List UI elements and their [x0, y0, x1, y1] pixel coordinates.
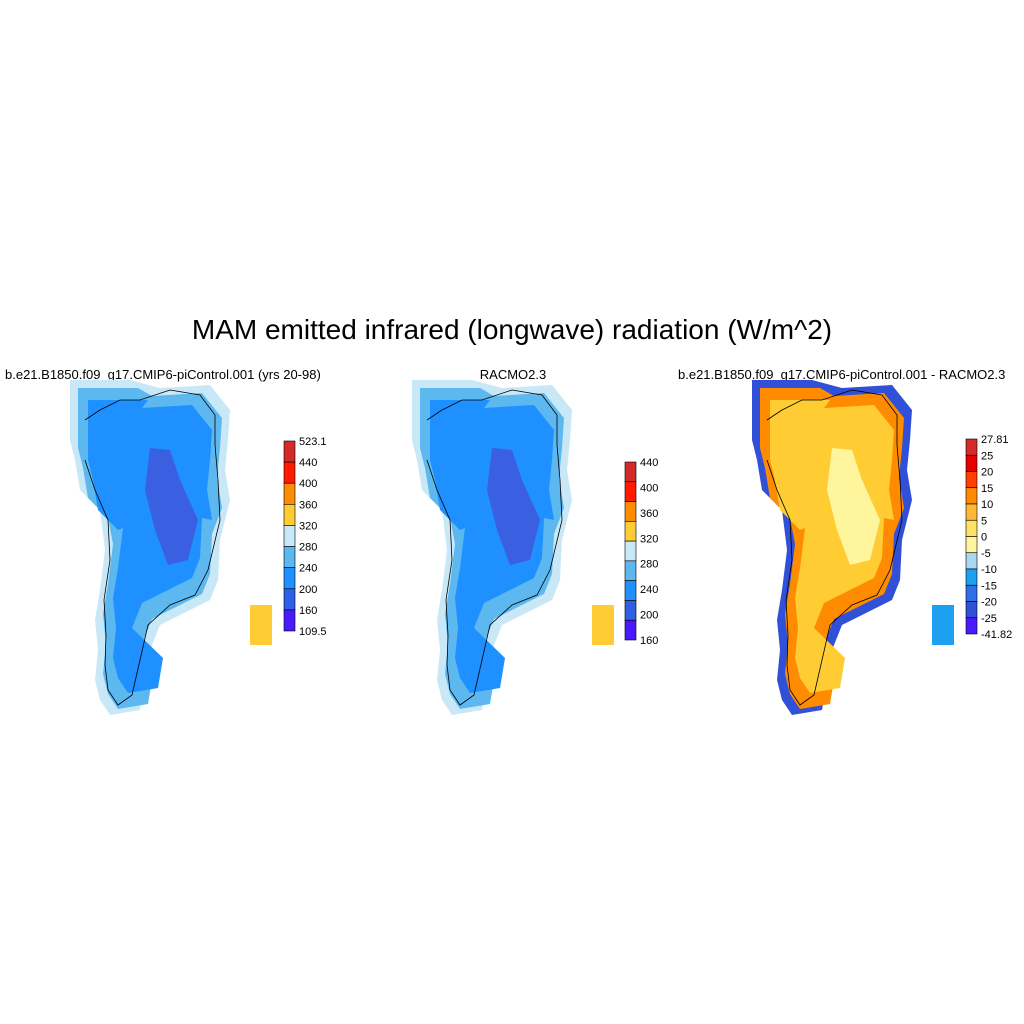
- colorbar-swatch: [283, 461, 296, 484]
- colorbar-label: 320: [640, 533, 658, 545]
- colorbar-label: 400: [299, 478, 317, 490]
- map-panel-3: [752, 380, 954, 715]
- colorbar-label: 523.1: [299, 436, 327, 448]
- colorbar-label: 27.81: [981, 434, 1009, 446]
- colorbar-label: -15: [981, 580, 997, 592]
- colorbar-label: 360: [640, 508, 658, 520]
- colorbar-swatch: [965, 617, 978, 635]
- colorbar-label: 160: [299, 605, 317, 617]
- panel-title-difference: b.e21.B1850.f09_g17.CMIP6-piControl.001 …: [678, 367, 1006, 382]
- colorbar-swatch: [283, 525, 296, 547]
- colorbar-label: 200: [299, 584, 317, 596]
- panel-title-racmo: RACMO2.3: [479, 367, 547, 382]
- colorbar-swatch: [283, 440, 296, 463]
- colorbar-label: -5: [981, 548, 991, 560]
- colorbar-label: 400: [640, 482, 658, 494]
- colorbar-swatch: [624, 600, 637, 621]
- ice-sheet-region: [88, 400, 212, 693]
- interior-region: [487, 448, 540, 565]
- colorbar-1: 523.1 440 400 360 320 280 240 200 160 109.5: [283, 436, 327, 638]
- colorbar-swatch: [624, 521, 637, 542]
- coastline: [766, 389, 903, 706]
- interior-region: [827, 448, 880, 565]
- colorbar-label: -20: [981, 597, 997, 609]
- colorbar-swatch: [283, 588, 296, 611]
- colorbar-swatch: [965, 503, 978, 521]
- colorbar-label: 280: [640, 559, 658, 571]
- colorbar-swatch: [965, 471, 978, 489]
- colorbar-label: -10: [981, 564, 997, 576]
- colorbar-label: 440: [299, 457, 317, 469]
- colorbar-3: 27.81 25 20 15 10 5 0 -5 -10 -15 -20 -25 -41.82: [965, 434, 1012, 641]
- colorbar-label: 240: [299, 563, 317, 575]
- coastline: [84, 389, 221, 706]
- colorbar-swatch: [965, 519, 978, 537]
- colorbar-swatch: [624, 540, 637, 562]
- colorbar-label: 109.5: [299, 626, 327, 638]
- ice-sheet-region: [770, 400, 894, 693]
- colorbar-swatch: [965, 536, 978, 554]
- colorbar-swatch: [283, 482, 296, 505]
- colorbar-swatch: [283, 504, 296, 526]
- colorbar-label: -25: [981, 613, 997, 625]
- island-region: [250, 605, 272, 645]
- colorbar-2: 440 400 360 320 280 240 200 160: [624, 457, 658, 647]
- colorbar-label: 160: [640, 635, 658, 647]
- colorbar-swatch: [965, 438, 978, 456]
- colorbar-label: 10: [981, 499, 993, 511]
- island-region: [592, 605, 614, 645]
- colorbar-swatch: [965, 601, 978, 619]
- colorbar-label: 25: [981, 450, 993, 462]
- colorbar-label: 0: [981, 532, 987, 544]
- colorbar-label: 200: [640, 610, 658, 622]
- colorbar-swatch: [965, 487, 978, 505]
- colorbar-label: 20: [981, 467, 993, 479]
- colorbar-label: 15: [981, 483, 993, 495]
- colorbar-swatch: [624, 580, 637, 601]
- colorbar-swatch: [965, 552, 978, 570]
- colorbar-label: 5: [981, 515, 987, 527]
- colorbar-label: 320: [299, 520, 317, 532]
- colorbar-swatch: [624, 501, 637, 522]
- page-title: MAM emitted infrared (longwave) radiatio…: [191, 314, 833, 345]
- panel-title-model: b.e21.B1850.f09_g17.CMIP6-piControl.001 …: [5, 367, 321, 382]
- colorbar-swatch: [283, 609, 296, 632]
- colorbar-label: 280: [299, 542, 317, 554]
- interior-region: [145, 448, 198, 565]
- colorbar-swatch: [624, 461, 637, 483]
- colorbar-swatch: [283, 546, 296, 568]
- ice-sheet-region: [430, 400, 554, 693]
- colorbar-swatch: [965, 568, 978, 586]
- colorbar-label: -41.82: [981, 629, 1012, 641]
- map-panel-2: [412, 380, 614, 715]
- colorbar-swatch: [283, 567, 296, 590]
- colorbar-swatch: [965, 454, 978, 472]
- coastline: [426, 389, 563, 706]
- colorbar-label: 440: [640, 457, 658, 469]
- colorbar-label: 360: [299, 499, 317, 511]
- island-region: [932, 605, 954, 645]
- colorbar-label: 240: [640, 584, 658, 596]
- colorbar-swatch: [624, 560, 637, 581]
- colorbar-swatch: [624, 619, 637, 641]
- colorbar-swatch: [965, 584, 978, 602]
- colorbar-swatch: [624, 481, 637, 502]
- map-panel-1: [70, 380, 272, 715]
